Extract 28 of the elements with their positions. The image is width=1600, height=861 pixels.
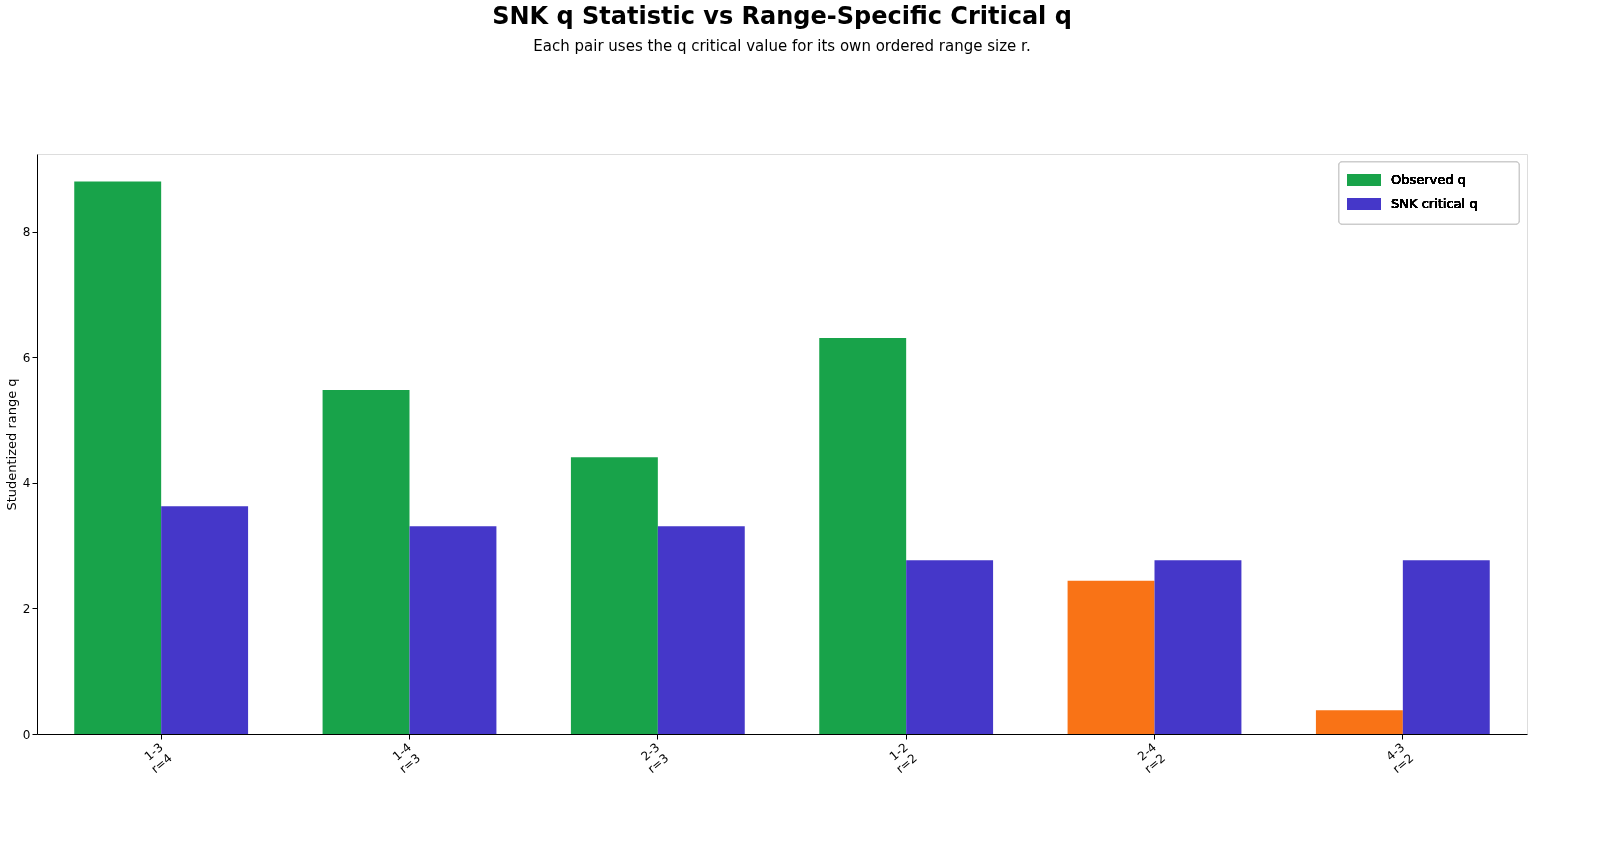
x-tick-label: 1-2 r=2 xyxy=(886,740,920,777)
bar xyxy=(409,526,497,734)
x-tick-label: 4-3 r=2 xyxy=(1383,740,1417,777)
legend-label: SNK critical q xyxy=(1391,196,1478,211)
y-axis-title: Studentized range q xyxy=(3,378,19,511)
x-tick-label: 2-4 r=2 xyxy=(1134,740,1168,777)
y-tick-label: 0 xyxy=(22,727,31,742)
bar xyxy=(819,337,907,734)
bar xyxy=(322,390,410,734)
y-tick-label: 2 xyxy=(22,601,31,616)
bar xyxy=(1154,560,1242,734)
chart-title: SNK q Statistic vs Range-Specific Critical q xyxy=(492,2,1072,30)
x-tick-label: 1-4 r=3 xyxy=(389,740,423,777)
y-tick-label: 6 xyxy=(22,350,31,365)
bar xyxy=(906,560,994,734)
bar xyxy=(1067,580,1155,734)
bar xyxy=(161,506,249,734)
chart-subtitle: Each pair uses the q critical value for its own ordered range size r. xyxy=(533,37,1031,55)
bar xyxy=(570,457,658,734)
bar xyxy=(657,526,745,734)
bar xyxy=(1402,560,1490,734)
bar xyxy=(1315,710,1403,734)
bar xyxy=(74,181,162,734)
legend-label: Observed q xyxy=(1391,172,1466,187)
x-tick-label: 1-3 r=4 xyxy=(141,740,175,777)
x-tick-label: 2-3 r=3 xyxy=(638,740,672,777)
y-tick-label: 4 xyxy=(22,476,31,491)
y-tick-label: 8 xyxy=(22,225,31,240)
